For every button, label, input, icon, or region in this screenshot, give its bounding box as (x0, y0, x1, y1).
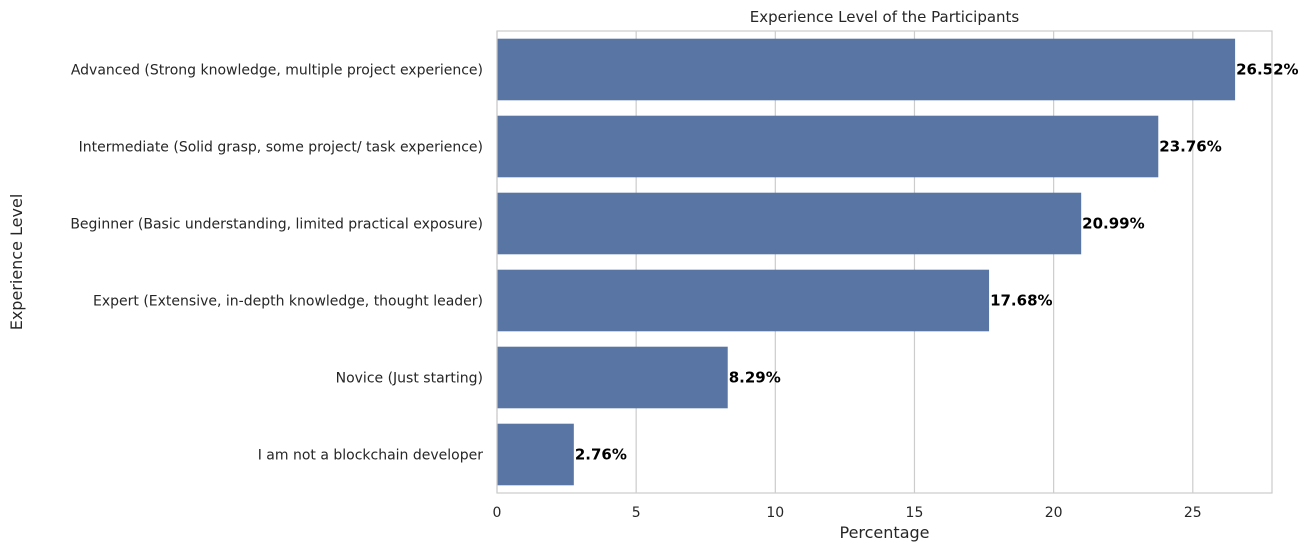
y-tick-label: Beginner (Basic understanding, limited p… (70, 217, 483, 233)
x-tick-label: 25 (1184, 505, 1202, 521)
data-label: 23.76% (1159, 138, 1221, 156)
y-tick-label: Advanced (Strong knowledge, multiple pro… (71, 63, 483, 79)
x-axis-label: Percentage (839, 523, 929, 542)
plot-background (497, 31, 1272, 493)
x-tick-label: 5 (632, 505, 641, 521)
data-label: 17.68% (990, 292, 1052, 310)
bar (497, 192, 1082, 255)
x-tick-labels: 0 5 10 15 20 25 (493, 505, 1202, 521)
data-label: 2.76% (575, 446, 627, 464)
bar (497, 423, 574, 486)
x-tick-label: 10 (766, 505, 784, 521)
y-tick-label: I am not a blockchain developer (258, 448, 484, 464)
y-tick-label: Expert (Extensive, in-depth knowledge, t… (93, 294, 483, 310)
y-tick-labels: Advanced (Strong knowledge, multiple pro… (70, 63, 483, 464)
chart-title: Experience Level of the Participants (750, 8, 1020, 26)
y-tick-label: Intermediate (Solid grasp, some project/… (79, 140, 483, 156)
bar (497, 115, 1159, 178)
y-tick-label: Novice (Just starting) (336, 371, 483, 387)
bars (497, 38, 1236, 486)
bar (497, 38, 1236, 101)
bar (497, 269, 990, 332)
data-label: 20.99% (1082, 215, 1144, 233)
plot-frame (496, 30, 1273, 494)
x-tick-label: 0 (493, 505, 502, 521)
data-label: 26.52% (1236, 61, 1298, 79)
data-label: 8.29% (729, 369, 781, 387)
y-axis-label: Experience Level (7, 194, 26, 331)
x-tick-label: 20 (1045, 505, 1063, 521)
data-labels: 26.52% 23.76% 20.99% 17.68% 8.29% 2.76% (575, 61, 1299, 464)
bar (497, 346, 728, 409)
x-tick-label: 15 (906, 505, 924, 521)
